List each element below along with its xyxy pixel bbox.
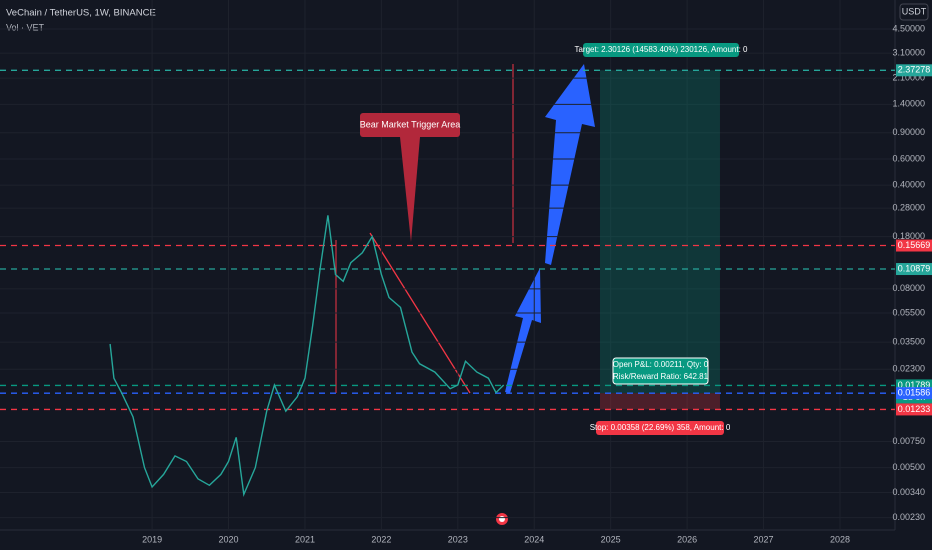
arrow (545, 64, 595, 265)
price-label-box (896, 263, 932, 276)
y-tick-label: 0.00340 (892, 487, 925, 497)
price-label: 0.01789 (898, 380, 931, 390)
x-tick-label: 2019 (142, 534, 162, 544)
x-tick-label: 2028 (830, 534, 850, 544)
arrow (505, 268, 541, 393)
annotation-box (583, 43, 739, 57)
annotation-box (360, 113, 460, 137)
x-tick-label: 2024 (524, 534, 544, 544)
x-tick-label: 2027 (754, 534, 774, 544)
y-tick-label: 4.50000 (892, 23, 925, 33)
currency[interactable]: USDT (902, 6, 927, 16)
price-label-box (896, 403, 932, 416)
y-tick-label: 0.02300 (892, 364, 925, 374)
y-tick-label: 0.08000 (892, 283, 925, 293)
price-label-box (896, 387, 932, 400)
annotation-pointer (400, 137, 420, 242)
price-label: 0.01586 (898, 388, 931, 398)
y-tick-label: 0.28000 (892, 202, 925, 212)
annotation-text: Stop: 0.00358 (22.69%) 358, Amount: 0 (590, 423, 731, 432)
y-tick-label: 0.90000 (892, 127, 925, 137)
x-tick-label: 2023 (448, 534, 468, 544)
price-line (109, 215, 505, 498)
annotation-box (612, 357, 709, 385)
annotation-text: Target: 2.30126 (14583.40%) 230126, Amou… (574, 45, 748, 54)
x-tick-label: 2025 (601, 534, 621, 544)
chart-subtitle: Vol · VET (6, 22, 45, 32)
y-tick-label: 0.00230 (892, 512, 925, 522)
annotation-box (596, 421, 724, 435)
chart-title: VeChain / TetherUS, 1W, BINANCE (6, 8, 156, 19)
price-label: 2.37278 (898, 65, 931, 75)
profit-zone (599, 70, 720, 394)
loss-zone (599, 393, 720, 410)
x-tick-label: 2021 (295, 534, 315, 544)
annotation-text: Bear Market Trigger Area (360, 119, 461, 129)
x-tick-label: 2026 (677, 534, 697, 544)
y-tick-label: 0.00500 (892, 462, 925, 472)
y-tick-label: 2.10000 (892, 73, 925, 83)
annotation-text: Open P&L: 0.00211, Qty: 0 (613, 360, 709, 369)
currency-button[interactable] (899, 3, 929, 21)
annotation-text: Risk/Reward Ratio: 642.81 (613, 372, 709, 381)
price-label-box (896, 239, 932, 252)
y-tick-label: 1.40000 (892, 99, 925, 109)
price-label: 0.15669 (898, 240, 931, 250)
price-label-box (896, 64, 932, 77)
event-icon[interactable] (499, 516, 505, 522)
y-tick-label: 0.03500 (892, 337, 925, 347)
x-tick-label: 2020 (219, 534, 239, 544)
price-label: 0.10879 (898, 263, 931, 273)
y-tick-label: 0.00750 (892, 436, 925, 446)
y-tick-label: 0.40000 (892, 179, 925, 189)
y-tick-label: 3.10000 (892, 47, 925, 57)
x-tick-label: 2022 (371, 534, 391, 544)
y-tick-label: 0.60000 (892, 153, 925, 163)
y-tick-label: 0.18000 (892, 231, 925, 241)
y-tick-label: 0.05500 (892, 307, 925, 317)
price-label: 0.01233 (898, 404, 931, 414)
